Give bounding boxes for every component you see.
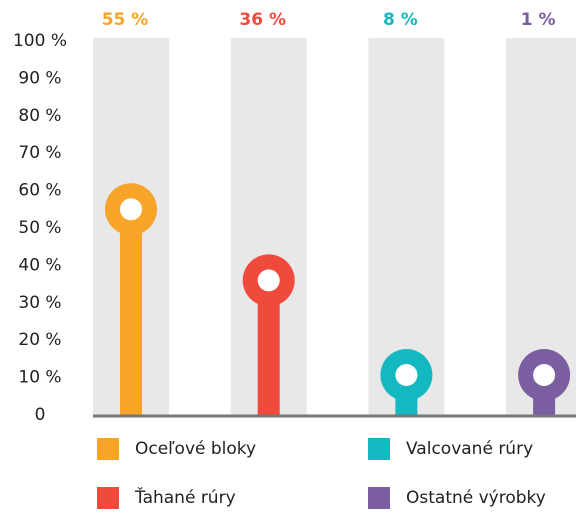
y-tick-label: 40 % xyxy=(18,255,61,275)
legend-swatch xyxy=(368,438,390,460)
y-tick-label: 30 % xyxy=(18,293,61,313)
lollipop-hole xyxy=(533,364,556,386)
y-tick-label: 80 % xyxy=(18,106,61,126)
legend-label: Oceľové bloky xyxy=(135,439,256,459)
y-tick-label: 50 % xyxy=(18,218,61,238)
legend-label: Ostatné výrobky xyxy=(406,488,546,508)
legend-label: Valcované rúry xyxy=(406,439,533,459)
value-label: 36 % xyxy=(239,10,286,30)
lollipop-hole xyxy=(395,364,418,386)
value-label: 8 % xyxy=(383,10,418,30)
lollipop-stem xyxy=(120,209,142,415)
legend-label: Ťahané rúry xyxy=(134,486,236,508)
legend-swatch xyxy=(368,487,390,509)
lollipop-hole xyxy=(257,269,280,292)
y-tick-label: 60 % xyxy=(18,181,61,201)
lollipop-hole xyxy=(120,198,142,221)
value-label: 55 % xyxy=(102,10,149,30)
y-tick-label: 10 % xyxy=(18,368,61,388)
legend-swatch xyxy=(97,438,119,460)
legend-swatch xyxy=(97,487,119,509)
lollipop-stem xyxy=(257,280,280,415)
value-label: 1 % xyxy=(521,10,556,30)
y-tick-label: 100 % xyxy=(13,31,67,51)
y-tick-label: 0 xyxy=(35,405,46,425)
y-tick-label: 20 % xyxy=(18,330,61,350)
y-tick-label: 90 % xyxy=(18,68,61,88)
y-tick-label: 70 % xyxy=(18,143,61,163)
